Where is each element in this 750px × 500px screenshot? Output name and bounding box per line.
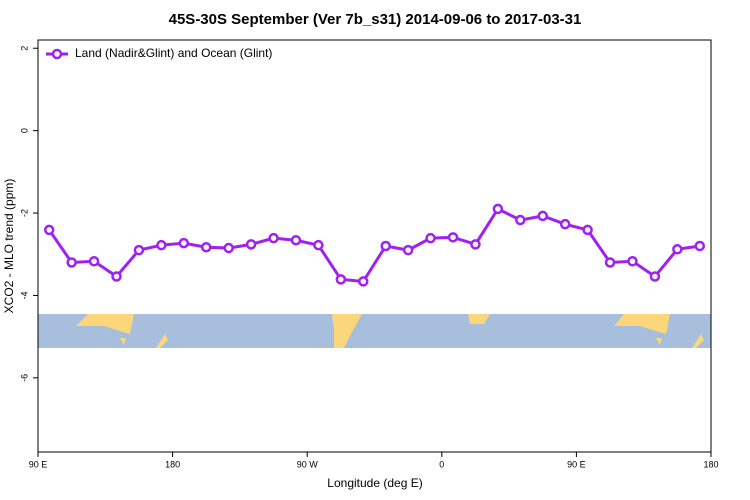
legend-marker [51, 48, 63, 60]
y-axis-label: XCO2 - MLO trend (ppm) [2, 179, 16, 314]
land [468, 314, 490, 324]
point [515, 214, 526, 226]
ocean [38, 314, 711, 348]
y-tick-label: -4 [19, 291, 29, 299]
x-tick-label: 90 W [297, 459, 319, 469]
point [335, 274, 347, 285]
point [201, 241, 212, 253]
point [313, 239, 324, 251]
x-axis-label: Longitude (deg E) [327, 476, 422, 490]
point [43, 224, 55, 236]
legend-label: Land (Nadir&Glint) and Ocean (Glint) [75, 46, 272, 60]
land [76, 314, 134, 334]
x-tick-label: 0 [439, 459, 444, 469]
land [614, 314, 670, 334]
point [559, 218, 571, 230]
chart-title: 45S-30S September (Ver 7b_s31) 2014-09-0… [169, 11, 582, 28]
point [672, 244, 683, 255]
y-tick-label: -6 [19, 374, 29, 382]
y-tick-label: 2 [19, 46, 29, 51]
point [649, 271, 661, 282]
point [582, 224, 593, 236]
map-band [38, 314, 711, 348]
point [627, 255, 638, 267]
land [120, 338, 126, 345]
y-tick-label: 0 [19, 128, 29, 133]
point [694, 240, 706, 252]
x-tick-label: 180 [165, 459, 180, 469]
point [66, 257, 77, 268]
land [156, 334, 168, 348]
point [133, 244, 145, 256]
land [692, 334, 704, 348]
point [156, 239, 167, 251]
plot-frame [37, 39, 712, 453]
point [223, 242, 234, 254]
point [425, 232, 436, 244]
land [332, 314, 362, 348]
point [492, 203, 504, 215]
point [358, 276, 369, 287]
point [178, 237, 190, 249]
point [537, 210, 548, 222]
point [447, 232, 459, 243]
point [268, 232, 279, 244]
point [111, 271, 122, 282]
point [88, 255, 100, 267]
point [245, 239, 257, 250]
point [290, 234, 302, 246]
y-tick-label: -2 [19, 209, 29, 217]
point [402, 244, 414, 256]
x-tick-label: 90 E [29, 459, 48, 469]
x-tick-label: 180 [703, 459, 718, 469]
x-tick-label: 90 E [567, 459, 586, 469]
point [470, 239, 481, 250]
point [604, 257, 616, 268]
land [656, 338, 662, 345]
point [380, 240, 391, 252]
